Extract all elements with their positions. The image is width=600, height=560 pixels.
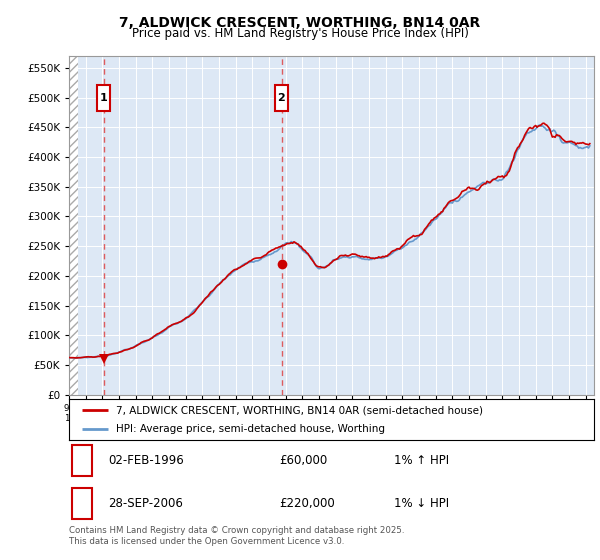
- FancyBboxPatch shape: [71, 488, 92, 519]
- Text: 7, ALDWICK CRESCENT, WORTHING, BN14 0AR (semi-detached house): 7, ALDWICK CRESCENT, WORTHING, BN14 0AR …: [116, 405, 483, 415]
- Text: HPI: Average price, semi-detached house, Worthing: HPI: Average price, semi-detached house,…: [116, 424, 385, 433]
- FancyBboxPatch shape: [275, 85, 288, 111]
- Text: 28-SEP-2006: 28-SEP-2006: [109, 497, 183, 510]
- Text: 02-FEB-1996: 02-FEB-1996: [109, 454, 184, 467]
- Text: 2: 2: [278, 92, 286, 102]
- Text: 1% ↑ HPI: 1% ↑ HPI: [395, 454, 449, 467]
- FancyBboxPatch shape: [97, 85, 110, 111]
- Text: Price paid vs. HM Land Registry's House Price Index (HPI): Price paid vs. HM Land Registry's House …: [131, 27, 469, 40]
- Text: 1: 1: [100, 92, 107, 102]
- Text: 2: 2: [77, 497, 86, 510]
- Text: 1: 1: [77, 454, 86, 467]
- Text: 1% ↓ HPI: 1% ↓ HPI: [395, 497, 449, 510]
- Bar: [69, 56, 78, 395]
- Text: Contains HM Land Registry data © Crown copyright and database right 2025.
This d: Contains HM Land Registry data © Crown c…: [69, 526, 404, 546]
- FancyBboxPatch shape: [71, 445, 92, 475]
- Text: £220,000: £220,000: [279, 497, 335, 510]
- Text: 7, ALDWICK CRESCENT, WORTHING, BN14 0AR: 7, ALDWICK CRESCENT, WORTHING, BN14 0AR: [119, 16, 481, 30]
- Text: £60,000: £60,000: [279, 454, 327, 467]
